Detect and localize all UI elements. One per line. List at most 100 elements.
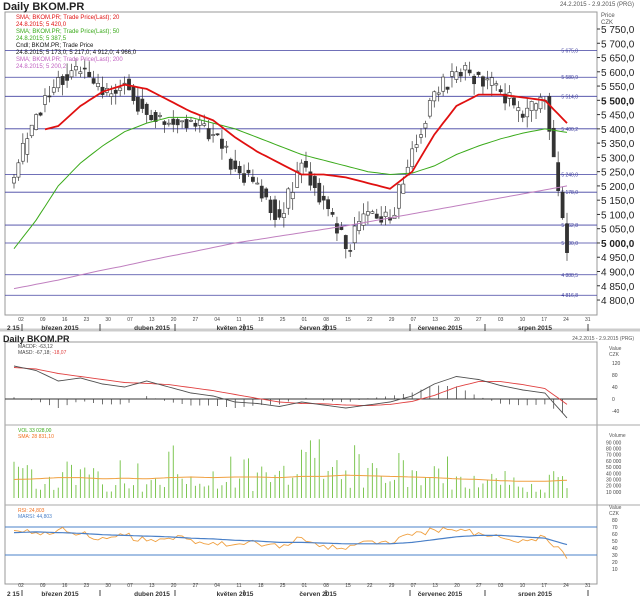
indicator-x-axis-month-label: 2 15	[7, 591, 20, 596]
price-x-axis-tick-label: 10	[520, 317, 526, 323]
candle-body	[467, 69, 472, 74]
level-label: 5 240,0	[561, 173, 578, 179]
legend-sma50: SMA; BKOM.PR; Trade Price(Last); 50	[16, 29, 120, 35]
volume-tick-label: 60 000	[606, 459, 622, 465]
price-tick-label: 4 800,0	[601, 296, 635, 307]
price-tick-label: 5 700,0	[601, 39, 635, 50]
indicator-x-axis-month-label: květen 2015	[217, 591, 254, 596]
price-x-axis-month-label: duben 2015	[134, 325, 170, 332]
price-tick-label: 5 500,0	[601, 96, 635, 107]
volume-tick-label: 20 000	[606, 484, 622, 490]
macd-currency: CZK	[609, 352, 619, 358]
price-x-axis-tick-label: 13	[149, 317, 155, 323]
price-x-axis-tick-label: 02	[18, 317, 24, 323]
candle-body	[224, 145, 229, 148]
candle-body	[47, 95, 52, 98]
volume-tick-label: 10 000	[606, 490, 622, 496]
price-x-axis-tick-label: 24	[563, 317, 569, 323]
rsi-legend: RSI: 24,803 MARSI: 44,803	[18, 508, 52, 520]
price-tick-label: 5 300,0	[601, 153, 635, 164]
price-x-axis-tick-label: 11	[236, 317, 241, 323]
candle-body	[158, 115, 162, 117]
rsi-tick-label: 60	[612, 532, 618, 538]
indicator-x-axis-tick-label: 16	[62, 583, 68, 589]
macd-tick-label: 40	[612, 385, 618, 391]
volume-tick-label: 40 000	[606, 471, 622, 477]
candle-body	[374, 213, 379, 219]
candle-body	[281, 213, 286, 218]
legend: SMA; BKOM.PR; Trade Price(Last); 20 24.8…	[16, 15, 136, 71]
candle-body	[419, 134, 423, 138]
rsi-tick-label: 10	[612, 567, 618, 573]
level-label: 4 888,5	[561, 273, 578, 279]
candle-body	[38, 112, 43, 116]
candle-body	[534, 103, 538, 111]
candle-body	[485, 78, 490, 81]
candle-body	[441, 76, 446, 92]
price-x-axis-tick-label: 20	[171, 317, 177, 323]
sma50-line	[13, 116, 568, 250]
macd-tick-label: 80	[612, 373, 618, 379]
candle-body	[228, 158, 233, 170]
price-x-axis-tick-label: 13	[432, 317, 438, 323]
price-tick-label: 5 100,0	[601, 210, 635, 221]
candle-body	[211, 134, 215, 136]
price-x-axis-tick-label: 23	[84, 317, 90, 323]
candle-body	[343, 235, 348, 249]
candle-body	[215, 133, 220, 136]
candle-body	[512, 97, 516, 106]
rsi-tick-label: 30	[612, 553, 618, 559]
indicator-panel-frame	[4, 341, 598, 585]
indicator-x-axis-tick-label: 13	[149, 583, 155, 589]
candle-body	[197, 119, 202, 126]
price-tick-label: 5 050,0	[601, 225, 635, 236]
candle-body	[392, 214, 397, 219]
price-x-axis-tick-label: 08	[323, 317, 329, 323]
macd-tick-label: 0	[612, 397, 615, 403]
level-label: 5 000,0	[561, 241, 578, 247]
indicator-x-axis-tick-label: 27	[193, 583, 199, 589]
price-x-axis-month-label: květen 2015	[217, 325, 254, 332]
candle-body	[304, 160, 308, 168]
candle-body	[286, 188, 291, 209]
candle-body	[184, 119, 189, 129]
volume-tick-label: 90 000	[606, 440, 622, 446]
candle-body	[489, 77, 494, 86]
volume-tick-label: 30 000	[606, 477, 622, 483]
candle-body	[366, 211, 370, 216]
candle-body	[370, 211, 375, 214]
candle-body	[383, 211, 388, 217]
candle-body	[295, 170, 300, 188]
candle-body	[507, 92, 512, 99]
candle-body	[330, 212, 335, 215]
price-x-axis-month-label: březen 2015	[41, 325, 79, 332]
chart-title: Daily BKOM.PR	[3, 1, 85, 13]
price-x-axis-tick-label: 30	[105, 317, 111, 323]
indicator-x-axis-tick-label: 23	[84, 583, 90, 589]
candle-body	[503, 93, 507, 104]
indicator-x-axis-tick-label: 13	[432, 583, 438, 589]
price-x-axis-tick-label: 16	[62, 317, 68, 323]
candle-body	[432, 91, 437, 102]
candle-body	[481, 76, 485, 87]
indicator-x-axis-tick-label: 30	[105, 583, 111, 589]
candle-body	[321, 195, 326, 201]
price-x-axis-tick-label: 29	[389, 317, 395, 323]
candle-body	[396, 184, 401, 209]
candle-body	[127, 78, 131, 91]
candle-body	[463, 65, 468, 71]
candle-body	[16, 162, 21, 178]
candle-body	[250, 176, 255, 182]
indicator-x-axis-tick-label: 01	[302, 583, 308, 589]
candle-body	[171, 118, 176, 125]
price-axis-currency: CZK	[601, 20, 613, 26]
price-x-axis-tick-label: 15	[345, 317, 351, 323]
indicator-x-axis-month-label: srpen 2015	[518, 591, 552, 596]
candle-body	[525, 107, 530, 118]
rsi-tick-label: 70	[612, 525, 618, 531]
candle-body	[516, 107, 521, 112]
candle-body	[388, 217, 392, 221]
level-label: 5 178,0	[561, 190, 578, 196]
candle-body	[476, 71, 481, 75]
